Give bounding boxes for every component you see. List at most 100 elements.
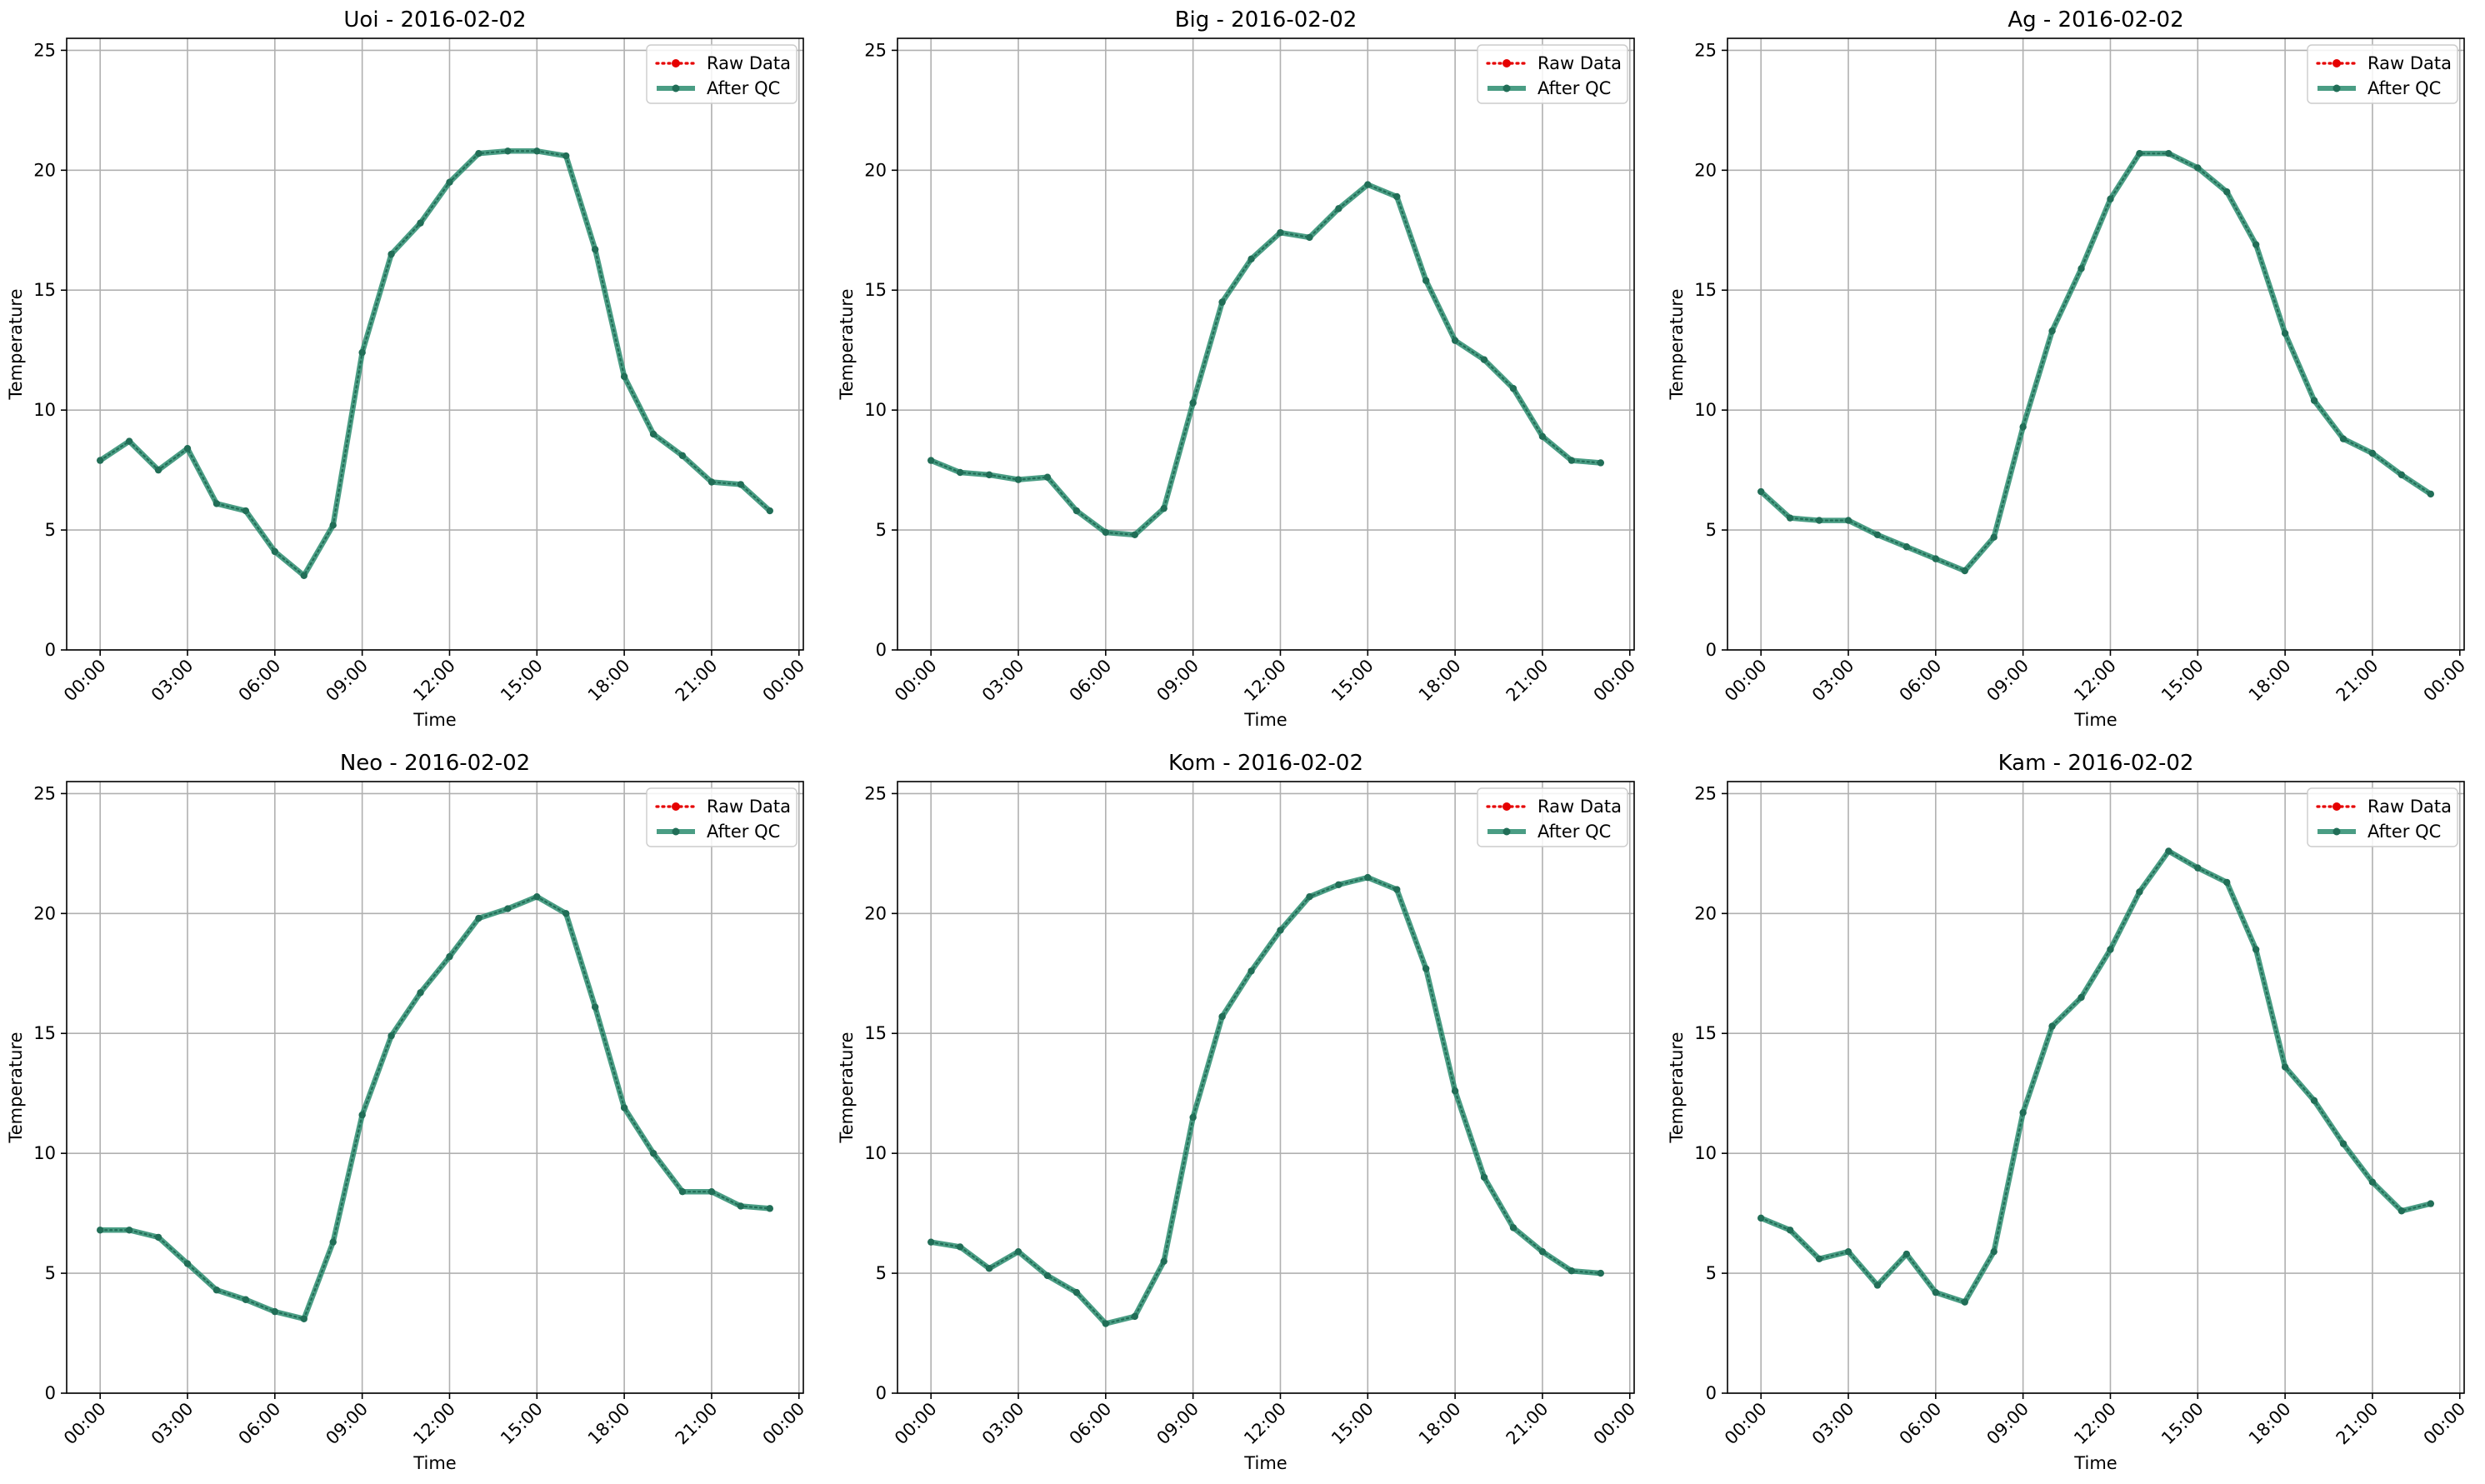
x-tick-label: 00:00	[1721, 656, 1771, 706]
data-point	[1393, 886, 1401, 893]
x-axis-label: Time	[2073, 710, 2117, 730]
x-tick-label: 15:00	[1328, 656, 1378, 706]
chart-title: Kam - 2016-02-02	[1998, 751, 2194, 776]
x-tick-label: 03:00	[148, 656, 198, 706]
x-tick-label: 00:00	[891, 1399, 941, 1449]
data-point	[2398, 1207, 2406, 1215]
axes-frame	[66, 781, 804, 1394]
x-tick-label: 12:00	[2070, 656, 2120, 706]
legend: Raw Data After QC	[646, 44, 798, 104]
data-point	[985, 471, 993, 479]
data-point	[708, 1188, 716, 1196]
y-axis-label: Temperature	[837, 288, 857, 400]
data-point	[329, 522, 337, 529]
data-point	[504, 147, 512, 155]
y-tick-label: 15	[864, 280, 887, 300]
data-point	[1102, 1320, 1110, 1327]
series-line-raw-data	[1760, 850, 2432, 1303]
y-tick-label: 10	[864, 1143, 887, 1163]
data-point	[1306, 892, 1313, 901]
data-point	[591, 246, 599, 253]
data-point	[1815, 1255, 1823, 1263]
legend: Raw Data After QC	[646, 787, 798, 847]
data-point	[388, 1032, 395, 1040]
data-point	[1509, 1224, 1518, 1232]
data-point	[1277, 927, 1284, 934]
data-point	[2223, 878, 2231, 887]
series-line-raw-data	[1760, 152, 2432, 572]
data-point	[649, 1149, 658, 1157]
chart-panel-3: 0 5 10 15 20 25 00:00 03:00 06:00 09:00 12:00 15:00…	[1667, 7, 2469, 730]
x-tick-label: 03:00	[1808, 1399, 1858, 1449]
data-point	[1786, 1227, 1794, 1234]
data-point	[154, 1233, 162, 1242]
data-point	[533, 892, 541, 901]
data-point	[2165, 847, 2172, 855]
data-point	[1364, 181, 1372, 188]
data-point	[1902, 543, 1911, 551]
y-tick-label: 10	[1694, 400, 1717, 420]
data-point	[329, 1238, 337, 1246]
y-tick-label: 25	[1694, 40, 1717, 60]
y-tick-label: 5	[876, 520, 887, 540]
legend-label-after-qc: After QC	[1538, 78, 1611, 98]
y-tick-label: 15	[1694, 1023, 1717, 1043]
chart-panel-4: 0 5 10 15 20 25 00:00 03:00 06:00 09:00 12:00 15:00…	[6, 751, 808, 1473]
y-tick-label: 0	[876, 1383, 887, 1403]
x-tick-label: 09:00	[1982, 656, 2032, 706]
legend-label-raw-data: Raw Data	[1538, 797, 1622, 817]
data-point	[1422, 965, 1430, 972]
data-point	[504, 905, 512, 912]
y-tick-label: 5	[1706, 520, 1717, 540]
series-line-raw-data	[99, 895, 771, 1321]
x-tick-label: 00:00	[60, 656, 110, 706]
x-tick-label: 06:00	[1066, 656, 1116, 706]
x-axis-label: Time	[1243, 1453, 1287, 1473]
axes-frame	[1727, 37, 2465, 651]
legend-marker-raw-data	[1502, 59, 1511, 67]
data-point	[271, 1307, 279, 1316]
x-tick-label: 03:00	[148, 1399, 198, 1449]
data-point	[2398, 471, 2406, 479]
x-tick-label: 06:00	[235, 656, 285, 706]
data-point	[1961, 1298, 1968, 1306]
data-point	[649, 430, 658, 438]
chart-panel-2: 0 5 10 15 20 25 00:00 03:00 06:00 09:00 12:00 15:00…	[837, 7, 1639, 730]
data-point	[1538, 1247, 1547, 1256]
chart-title: Neo - 2016-02-02	[340, 751, 530, 776]
data-point	[2136, 888, 2143, 896]
x-tick-label: 18:00	[1415, 656, 1465, 706]
y-tick-label: 20	[1694, 160, 1717, 180]
data-point	[956, 468, 964, 477]
data-point	[1597, 459, 1605, 467]
data-point	[2048, 327, 2056, 335]
legend-label-after-qc: After QC	[707, 822, 780, 842]
y-tick-label: 25	[33, 783, 56, 803]
y-tick-label: 20	[864, 903, 887, 923]
x-tick-label: 06:00	[1896, 656, 1946, 706]
data-point	[2194, 864, 2202, 872]
y-tick-label: 15	[864, 1023, 887, 1043]
data-point	[96, 1227, 104, 1234]
data-point	[212, 1287, 221, 1294]
x-tick-label: 00:00	[2420, 656, 2470, 706]
y-tick-label: 0	[1706, 640, 1717, 660]
x-tick-label: 09:00	[322, 656, 372, 706]
data-point	[620, 1104, 628, 1112]
data-point	[154, 466, 162, 474]
data-point	[1043, 1272, 1052, 1280]
x-tick-label: 21:00	[2332, 1399, 2382, 1449]
legend-label-after-qc: After QC	[1538, 822, 1611, 842]
axes-frame	[1727, 781, 2465, 1394]
series-line-after-qc	[100, 893, 771, 1322]
data-point	[2368, 1178, 2377, 1186]
x-tick-label: 03:00	[1808, 656, 1858, 706]
legend: Raw Data After QC	[2307, 787, 2458, 847]
data-point	[1538, 432, 1547, 441]
data-point	[1189, 399, 1197, 407]
data-point	[125, 437, 133, 445]
data-point	[708, 478, 716, 486]
legend-marker-raw-data	[2332, 59, 2341, 67]
y-tick-label: 25	[864, 783, 887, 803]
